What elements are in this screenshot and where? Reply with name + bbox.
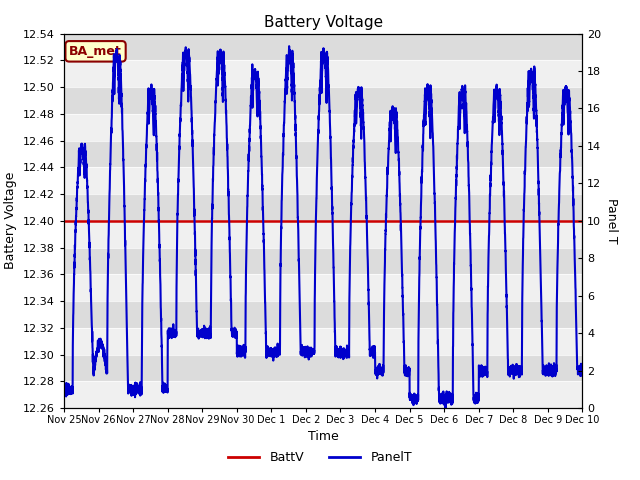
Bar: [64, 87, 582, 114]
Bar: [64, 60, 582, 87]
Bar: [64, 34, 582, 60]
Bar: [64, 221, 582, 248]
Bar: [64, 381, 582, 408]
Bar: [64, 274, 582, 301]
Text: BA_met: BA_met: [69, 45, 122, 58]
Bar: [64, 194, 582, 221]
X-axis label: Time: Time: [308, 431, 339, 444]
Legend: BattV, PanelT: BattV, PanelT: [223, 446, 417, 469]
Y-axis label: Battery Voltage: Battery Voltage: [4, 172, 17, 269]
Title: Battery Voltage: Battery Voltage: [264, 15, 383, 30]
Y-axis label: Panel T: Panel T: [605, 198, 618, 244]
Bar: [64, 328, 582, 355]
Bar: [64, 168, 582, 194]
Bar: [64, 301, 582, 328]
Bar: [64, 114, 582, 141]
Bar: [64, 248, 582, 274]
Bar: [64, 355, 582, 381]
Bar: [64, 141, 582, 168]
